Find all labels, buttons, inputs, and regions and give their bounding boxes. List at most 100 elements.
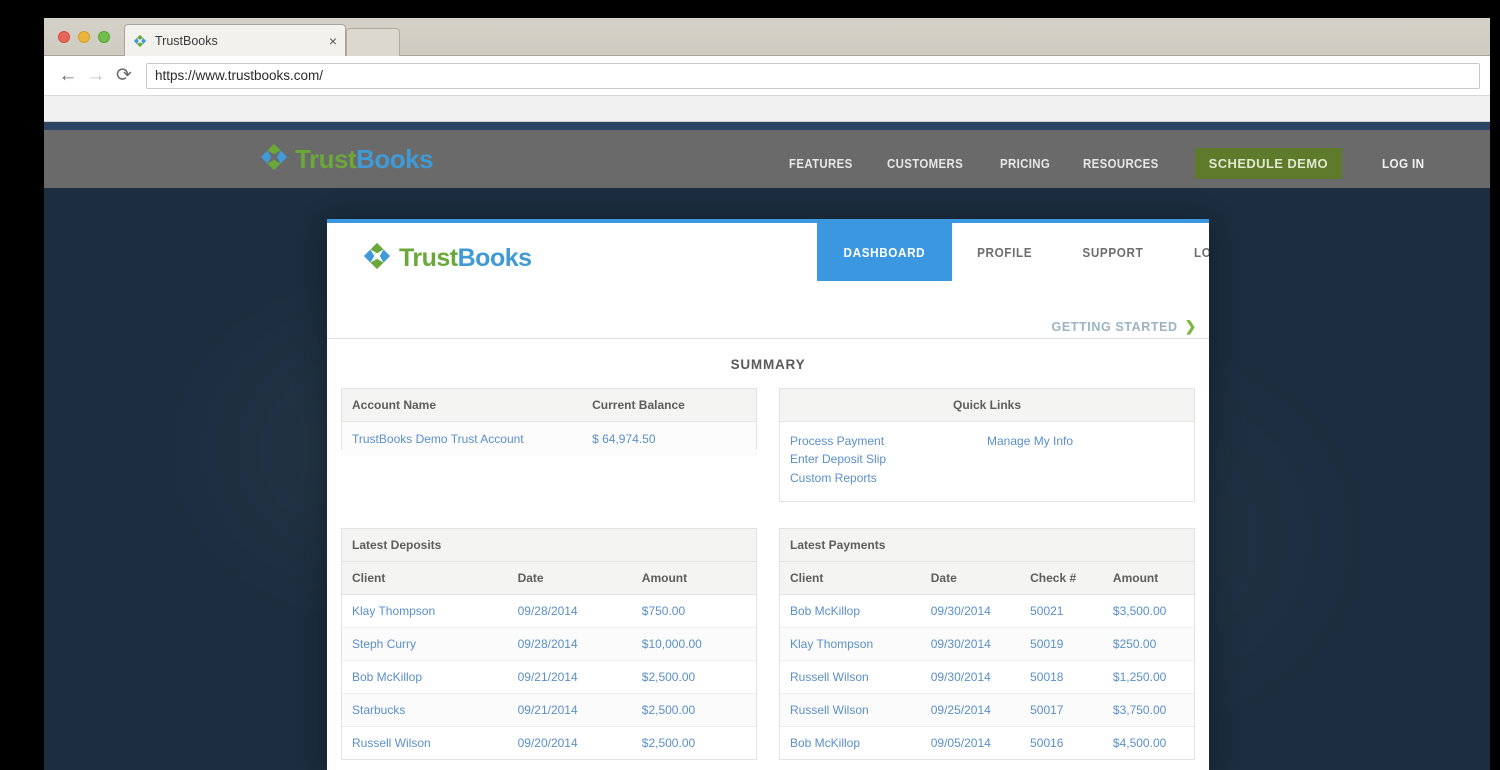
deposit-client[interactable]: Bob McKillop [342, 660, 508, 694]
tab-profile-label: PROFILE [976, 244, 1032, 260]
account-balance-value: $ 64,974.50 [582, 421, 756, 456]
quick-links-column-left: Process Payment Enter Deposit Slip Custo… [790, 432, 987, 487]
site-brand-first: Trust [295, 144, 357, 174]
payment-client[interactable]: Klay Thompson [780, 627, 921, 661]
latest-deposits-panel: Latest Deposits Client Date Amount [341, 527, 757, 760]
page-title: SUMMARY [730, 357, 806, 372]
latest-payments-title: Latest Payments [780, 528, 1194, 562]
dashboard-modal: TrustBooks DASHBOARD PROFILE SUPPORT LOG… [327, 219, 1209, 770]
payment-client[interactable]: Bob McKillop [780, 726, 921, 759]
table-row[interactable]: Bob McKillop 09/05/2014 50016 $4,500.00 [780, 726, 1194, 759]
payment-check: 50019 [1020, 627, 1103, 661]
deposit-amount: $2,500.00 [631, 660, 756, 694]
table-row[interactable]: Steph Curry 09/28/2014 $10,000.00 [342, 627, 756, 661]
tab-close-icon[interactable]: × [328, 32, 337, 49]
tab-profile[interactable]: PROFILE [952, 223, 1057, 281]
site-top-accent-bar [44, 122, 1490, 130]
new-tab-button[interactable] [346, 28, 400, 56]
deposit-amount: $2,500.00 [631, 726, 756, 759]
dashboard-brand-second: Books [457, 244, 532, 272]
payment-check: 50021 [1020, 594, 1103, 628]
chevron-right-icon: ❯ [1184, 318, 1197, 334]
deposit-client[interactable]: Russell Wilson [342, 726, 508, 759]
quick-link-custom-reports[interactable]: Custom Reports [790, 470, 877, 485]
site-logo[interactable]: TrustBooks [259, 142, 434, 177]
back-icon[interactable]: ← [58, 64, 78, 86]
browser-tab[interactable]: TrustBooks × [124, 24, 346, 56]
table-row[interactable]: Russell Wilson 09/30/2014 50018 $1,250.0… [780, 660, 1194, 694]
payment-date: 09/30/2014 [920, 594, 1021, 628]
table-row[interactable]: Starbucks 09/21/2014 $2,500.00 [342, 693, 756, 727]
tab-logout[interactable]: LOGOUT [1169, 223, 1209, 281]
table-row[interactable]: Bob McKillop 09/21/2014 $2,500.00 [342, 660, 756, 694]
payment-date: 09/05/2014 [920, 726, 1021, 759]
table-row[interactable]: Russell Wilson 09/20/2014 $2,500.00 [342, 726, 756, 759]
bookmarks-bar [44, 96, 1490, 122]
deposit-client[interactable]: Starbucks [342, 693, 508, 727]
table-row[interactable]: Klay Thompson 09/28/2014 $750.00 [342, 594, 756, 628]
payment-amount: $1,250.00 [1102, 660, 1194, 694]
payment-amount: $3,500.00 [1102, 594, 1194, 628]
tab-support-label: SUPPORT [1082, 244, 1144, 260]
deposit-client[interactable]: Steph Curry [342, 627, 508, 661]
site-nav-item-resources[interactable]: RESOURCES [1082, 156, 1159, 171]
dashboard-logo[interactable]: TrustBooks [362, 241, 532, 276]
address-bar-value: https://www.trustbooks.com/ [155, 68, 324, 83]
trustbooks-logo-icon [259, 142, 289, 177]
site-login-link[interactable]: LOG IN [1382, 156, 1425, 171]
deposit-amount: $10,000.00 [631, 627, 756, 661]
schedule-demo-button[interactable]: SCHEDULE DEMO [1194, 148, 1342, 179]
payment-client[interactable]: Russell Wilson [780, 693, 921, 727]
tab-dashboard-label: DASHBOARD [843, 244, 926, 260]
quick-link-enter-deposit-slip[interactable]: Enter Deposit Slip [790, 452, 887, 467]
deposit-client[interactable]: Klay Thompson [342, 594, 508, 628]
window-minimize-button[interactable] [78, 31, 90, 43]
account-name-link[interactable]: TrustBooks Demo Trust Account [342, 421, 583, 456]
quick-link-manage-my-info[interactable]: Manage My Info [987, 434, 1074, 448]
tab-logout-label: LOGOUT [1193, 244, 1209, 260]
payment-check: 50018 [1020, 660, 1103, 694]
column-current-balance: Current Balance [582, 389, 756, 422]
web-page: TrustBooks FEATURES CUSTOMERS PRICING RE… [44, 122, 1490, 770]
dashboard-nav: DASHBOARD PROFILE SUPPORT LOGOUT [817, 223, 1209, 281]
payment-amount: $250.00 [1102, 627, 1194, 661]
tab-dashboard[interactable]: DASHBOARD [817, 223, 952, 281]
forward-icon[interactable]: → [86, 64, 106, 86]
reload-icon[interactable]: ⟳ [116, 65, 132, 86]
table-row[interactable]: Klay Thompson 09/30/2014 50019 $250.00 [780, 627, 1194, 661]
table-row[interactable]: Russell Wilson 09/25/2014 50017 $3,750.0… [780, 693, 1194, 727]
latest-payments-panel: Latest Payments Client Date Check # Amou… [779, 527, 1195, 760]
latest-deposits-title: Latest Deposits [342, 528, 756, 562]
latest-tables-row: Latest Deposits Client Date Amount [341, 527, 1195, 760]
getting-started-link[interactable]: GETTING STARTED ❯ [1052, 318, 1197, 338]
payment-amount: $3,750.00 [1102, 693, 1194, 727]
deposit-date: 09/28/2014 [507, 627, 632, 661]
site-nav-item-pricing[interactable]: PRICING [999, 156, 1050, 171]
trustbooks-favicon-icon [133, 34, 147, 48]
tab-support[interactable]: SUPPORT [1057, 223, 1169, 281]
address-bar[interactable]: https://www.trustbooks.com/ [146, 62, 1480, 89]
payment-date: 09/30/2014 [920, 660, 1021, 694]
site-nav-item-features[interactable]: FEATURES [789, 156, 853, 171]
payment-date: 09/30/2014 [920, 627, 1021, 661]
column-client: Client [780, 561, 921, 595]
table-row[interactable]: Bob McKillop 09/30/2014 50021 $3,500.00 [780, 594, 1194, 628]
payment-check: 50016 [1020, 726, 1103, 759]
column-amount: Amount [1102, 561, 1194, 595]
table-row[interactable]: TrustBooks Demo Trust Account $ 64,974.5… [342, 421, 756, 456]
payment-client[interactable]: Bob McKillop [780, 594, 921, 628]
window-maximize-button[interactable] [98, 31, 110, 43]
window-close-button[interactable] [58, 31, 70, 43]
deposit-date: 09/21/2014 [507, 693, 632, 727]
summary-panels-row: Account Name Current Balance TrustBooks … [341, 388, 1195, 502]
browser-tab-title: TrustBooks [155, 33, 218, 48]
dashboard-header: TrustBooks DASHBOARD PROFILE SUPPORT LOG… [327, 223, 1209, 305]
site-nav: FEATURES CUSTOMERS PRICING RESOURCES SCH… [789, 148, 1429, 179]
site-nav-item-customers[interactable]: CUSTOMERS [887, 156, 964, 171]
table-header-row: Client Date Amount [342, 561, 756, 595]
payment-client[interactable]: Russell Wilson [780, 660, 921, 694]
deposit-date: 09/20/2014 [507, 726, 632, 759]
quick-links-column-right: Manage My Info [987, 432, 1184, 487]
quick-link-process-payment[interactable]: Process Payment [790, 434, 885, 448]
